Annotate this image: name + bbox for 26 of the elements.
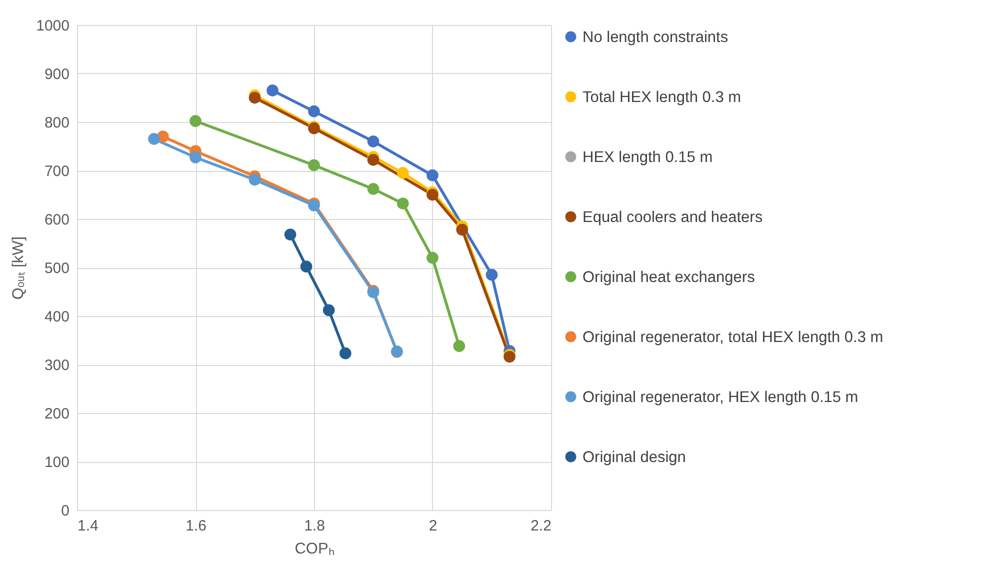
y-tick-label: 800 [44, 114, 70, 132]
legend-label: Original regenerator, HEX length 0.15 m [582, 388, 858, 406]
x-tick-label: 2.2 [530, 518, 552, 534]
y-tick-label: 200 [44, 406, 70, 422]
y-tick-label: 900 [44, 66, 70, 83]
y-tick-label: 100 [44, 454, 70, 471]
y-tick-label: 500 [44, 260, 70, 277]
y-tick-label: 0 [61, 502, 70, 520]
y-tick-label: 1000 [36, 18, 70, 34]
y-axis-title: Qₒᵤₜ [kW] [10, 236, 28, 300]
legend-label: Original heat exchangers [582, 268, 756, 286]
x-tick-label: 1.8 [304, 518, 325, 534]
y-tick-label: 700 [44, 163, 70, 180]
legend-label: Original regenerator, total HEX length 0.3 m [582, 328, 884, 346]
x-tick-label: 2 [428, 518, 438, 534]
x-axis-title: COPₕ [294, 540, 334, 558]
x-tick-label: 1.4 [78, 518, 98, 534]
y-tick-label: 300 [44, 357, 70, 374]
y-tick-label: 400 [44, 308, 70, 326]
legend-label: HEX length 0.15 m [582, 148, 713, 166]
y-tick-label: 600 [44, 212, 70, 228]
legend-label: Equal coolers and heaters [582, 208, 763, 226]
legend-label: Original design [582, 448, 686, 466]
legend-label: No length constraints [582, 28, 728, 46]
legend-label: Total HEX length 0.3 m [582, 88, 742, 106]
x-tick-label: 1.6 [186, 518, 206, 534]
